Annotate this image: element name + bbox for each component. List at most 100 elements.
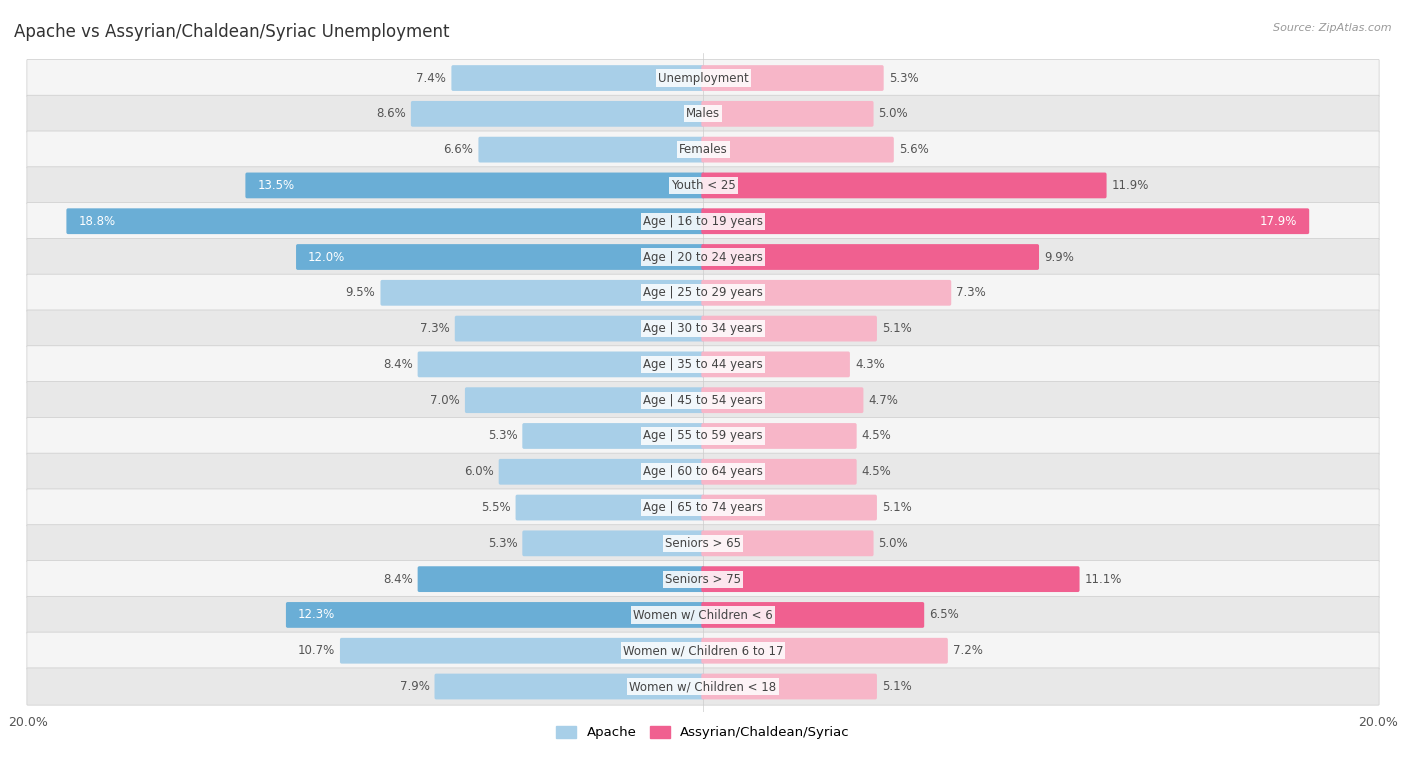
FancyBboxPatch shape — [702, 423, 856, 449]
Text: 8.4%: 8.4% — [382, 572, 412, 586]
Text: 5.1%: 5.1% — [882, 501, 911, 514]
Text: 13.5%: 13.5% — [257, 179, 294, 192]
FancyBboxPatch shape — [285, 602, 704, 628]
Text: 4.5%: 4.5% — [862, 466, 891, 478]
Text: 7.4%: 7.4% — [416, 72, 446, 85]
Text: 9.5%: 9.5% — [346, 286, 375, 299]
FancyBboxPatch shape — [451, 65, 704, 91]
FancyBboxPatch shape — [27, 167, 1379, 204]
FancyBboxPatch shape — [66, 208, 704, 234]
FancyBboxPatch shape — [27, 203, 1379, 240]
Text: Age | 20 to 24 years: Age | 20 to 24 years — [643, 251, 763, 263]
Text: 7.9%: 7.9% — [399, 680, 429, 693]
Text: 18.8%: 18.8% — [79, 215, 115, 228]
Text: Seniors > 65: Seniors > 65 — [665, 537, 741, 550]
Text: Age | 25 to 29 years: Age | 25 to 29 years — [643, 286, 763, 299]
Text: Males: Males — [686, 107, 720, 120]
Text: 5.1%: 5.1% — [882, 322, 911, 335]
FancyBboxPatch shape — [702, 208, 1309, 234]
Text: 6.5%: 6.5% — [929, 609, 959, 621]
FancyBboxPatch shape — [27, 60, 1379, 97]
Text: 7.0%: 7.0% — [430, 394, 460, 407]
Text: Women w/ Children < 18: Women w/ Children < 18 — [630, 680, 776, 693]
FancyBboxPatch shape — [27, 417, 1379, 455]
FancyBboxPatch shape — [478, 137, 704, 163]
FancyBboxPatch shape — [702, 638, 948, 664]
FancyBboxPatch shape — [27, 274, 1379, 311]
Text: Unemployment: Unemployment — [658, 72, 748, 85]
FancyBboxPatch shape — [702, 65, 884, 91]
FancyBboxPatch shape — [27, 489, 1379, 526]
Text: 6.6%: 6.6% — [443, 143, 474, 156]
Text: Youth < 25: Youth < 25 — [671, 179, 735, 192]
FancyBboxPatch shape — [27, 238, 1379, 276]
FancyBboxPatch shape — [465, 388, 704, 413]
Text: 5.0%: 5.0% — [879, 537, 908, 550]
FancyBboxPatch shape — [522, 531, 704, 556]
Text: 9.9%: 9.9% — [1045, 251, 1074, 263]
Text: 17.9%: 17.9% — [1260, 215, 1298, 228]
FancyBboxPatch shape — [27, 560, 1379, 598]
FancyBboxPatch shape — [27, 525, 1379, 562]
Text: Age | 45 to 54 years: Age | 45 to 54 years — [643, 394, 763, 407]
FancyBboxPatch shape — [522, 423, 704, 449]
Text: 4.7%: 4.7% — [869, 394, 898, 407]
FancyBboxPatch shape — [418, 566, 704, 592]
FancyBboxPatch shape — [702, 280, 952, 306]
Text: 7.3%: 7.3% — [420, 322, 450, 335]
FancyBboxPatch shape — [702, 101, 873, 126]
FancyBboxPatch shape — [27, 668, 1379, 705]
Text: 6.0%: 6.0% — [464, 466, 494, 478]
FancyBboxPatch shape — [27, 310, 1379, 347]
FancyBboxPatch shape — [27, 382, 1379, 419]
FancyBboxPatch shape — [381, 280, 704, 306]
FancyBboxPatch shape — [702, 602, 924, 628]
FancyBboxPatch shape — [418, 351, 704, 377]
Text: Age | 55 to 59 years: Age | 55 to 59 years — [643, 429, 763, 443]
FancyBboxPatch shape — [246, 173, 704, 198]
Text: 5.3%: 5.3% — [889, 72, 918, 85]
FancyBboxPatch shape — [27, 131, 1379, 168]
Text: 5.6%: 5.6% — [898, 143, 928, 156]
Text: 4.5%: 4.5% — [862, 429, 891, 443]
FancyBboxPatch shape — [516, 494, 704, 521]
FancyBboxPatch shape — [702, 351, 849, 377]
FancyBboxPatch shape — [702, 388, 863, 413]
Text: Age | 30 to 34 years: Age | 30 to 34 years — [643, 322, 763, 335]
FancyBboxPatch shape — [702, 531, 873, 556]
Text: Age | 35 to 44 years: Age | 35 to 44 years — [643, 358, 763, 371]
Text: Age | 16 to 19 years: Age | 16 to 19 years — [643, 215, 763, 228]
Text: 7.2%: 7.2% — [953, 644, 983, 657]
FancyBboxPatch shape — [27, 632, 1379, 669]
Text: 11.9%: 11.9% — [1112, 179, 1149, 192]
Text: Apache vs Assyrian/Chaldean/Syriac Unemployment: Apache vs Assyrian/Chaldean/Syriac Unemp… — [14, 23, 450, 41]
Text: 8.4%: 8.4% — [382, 358, 412, 371]
FancyBboxPatch shape — [411, 101, 704, 126]
Text: 11.1%: 11.1% — [1084, 572, 1122, 586]
Legend: Apache, Assyrian/Chaldean/Syriac: Apache, Assyrian/Chaldean/Syriac — [551, 721, 855, 744]
Text: Age | 60 to 64 years: Age | 60 to 64 years — [643, 466, 763, 478]
Text: 5.5%: 5.5% — [481, 501, 510, 514]
FancyBboxPatch shape — [702, 494, 877, 521]
FancyBboxPatch shape — [454, 316, 704, 341]
Text: Women w/ Children < 6: Women w/ Children < 6 — [633, 609, 773, 621]
Text: 12.3%: 12.3% — [298, 609, 335, 621]
Text: Seniors > 75: Seniors > 75 — [665, 572, 741, 586]
Text: Females: Females — [679, 143, 727, 156]
Text: 10.7%: 10.7% — [298, 644, 335, 657]
Text: 12.0%: 12.0% — [308, 251, 344, 263]
Text: Source: ZipAtlas.com: Source: ZipAtlas.com — [1274, 23, 1392, 33]
FancyBboxPatch shape — [434, 674, 704, 699]
Text: Women w/ Children 6 to 17: Women w/ Children 6 to 17 — [623, 644, 783, 657]
FancyBboxPatch shape — [702, 137, 894, 163]
Text: 5.1%: 5.1% — [882, 680, 911, 693]
Text: 5.3%: 5.3% — [488, 537, 517, 550]
FancyBboxPatch shape — [499, 459, 704, 484]
FancyBboxPatch shape — [702, 173, 1107, 198]
Text: Age | 65 to 74 years: Age | 65 to 74 years — [643, 501, 763, 514]
FancyBboxPatch shape — [27, 453, 1379, 491]
FancyBboxPatch shape — [702, 566, 1080, 592]
Text: 8.6%: 8.6% — [375, 107, 406, 120]
FancyBboxPatch shape — [27, 597, 1379, 634]
FancyBboxPatch shape — [702, 674, 877, 699]
